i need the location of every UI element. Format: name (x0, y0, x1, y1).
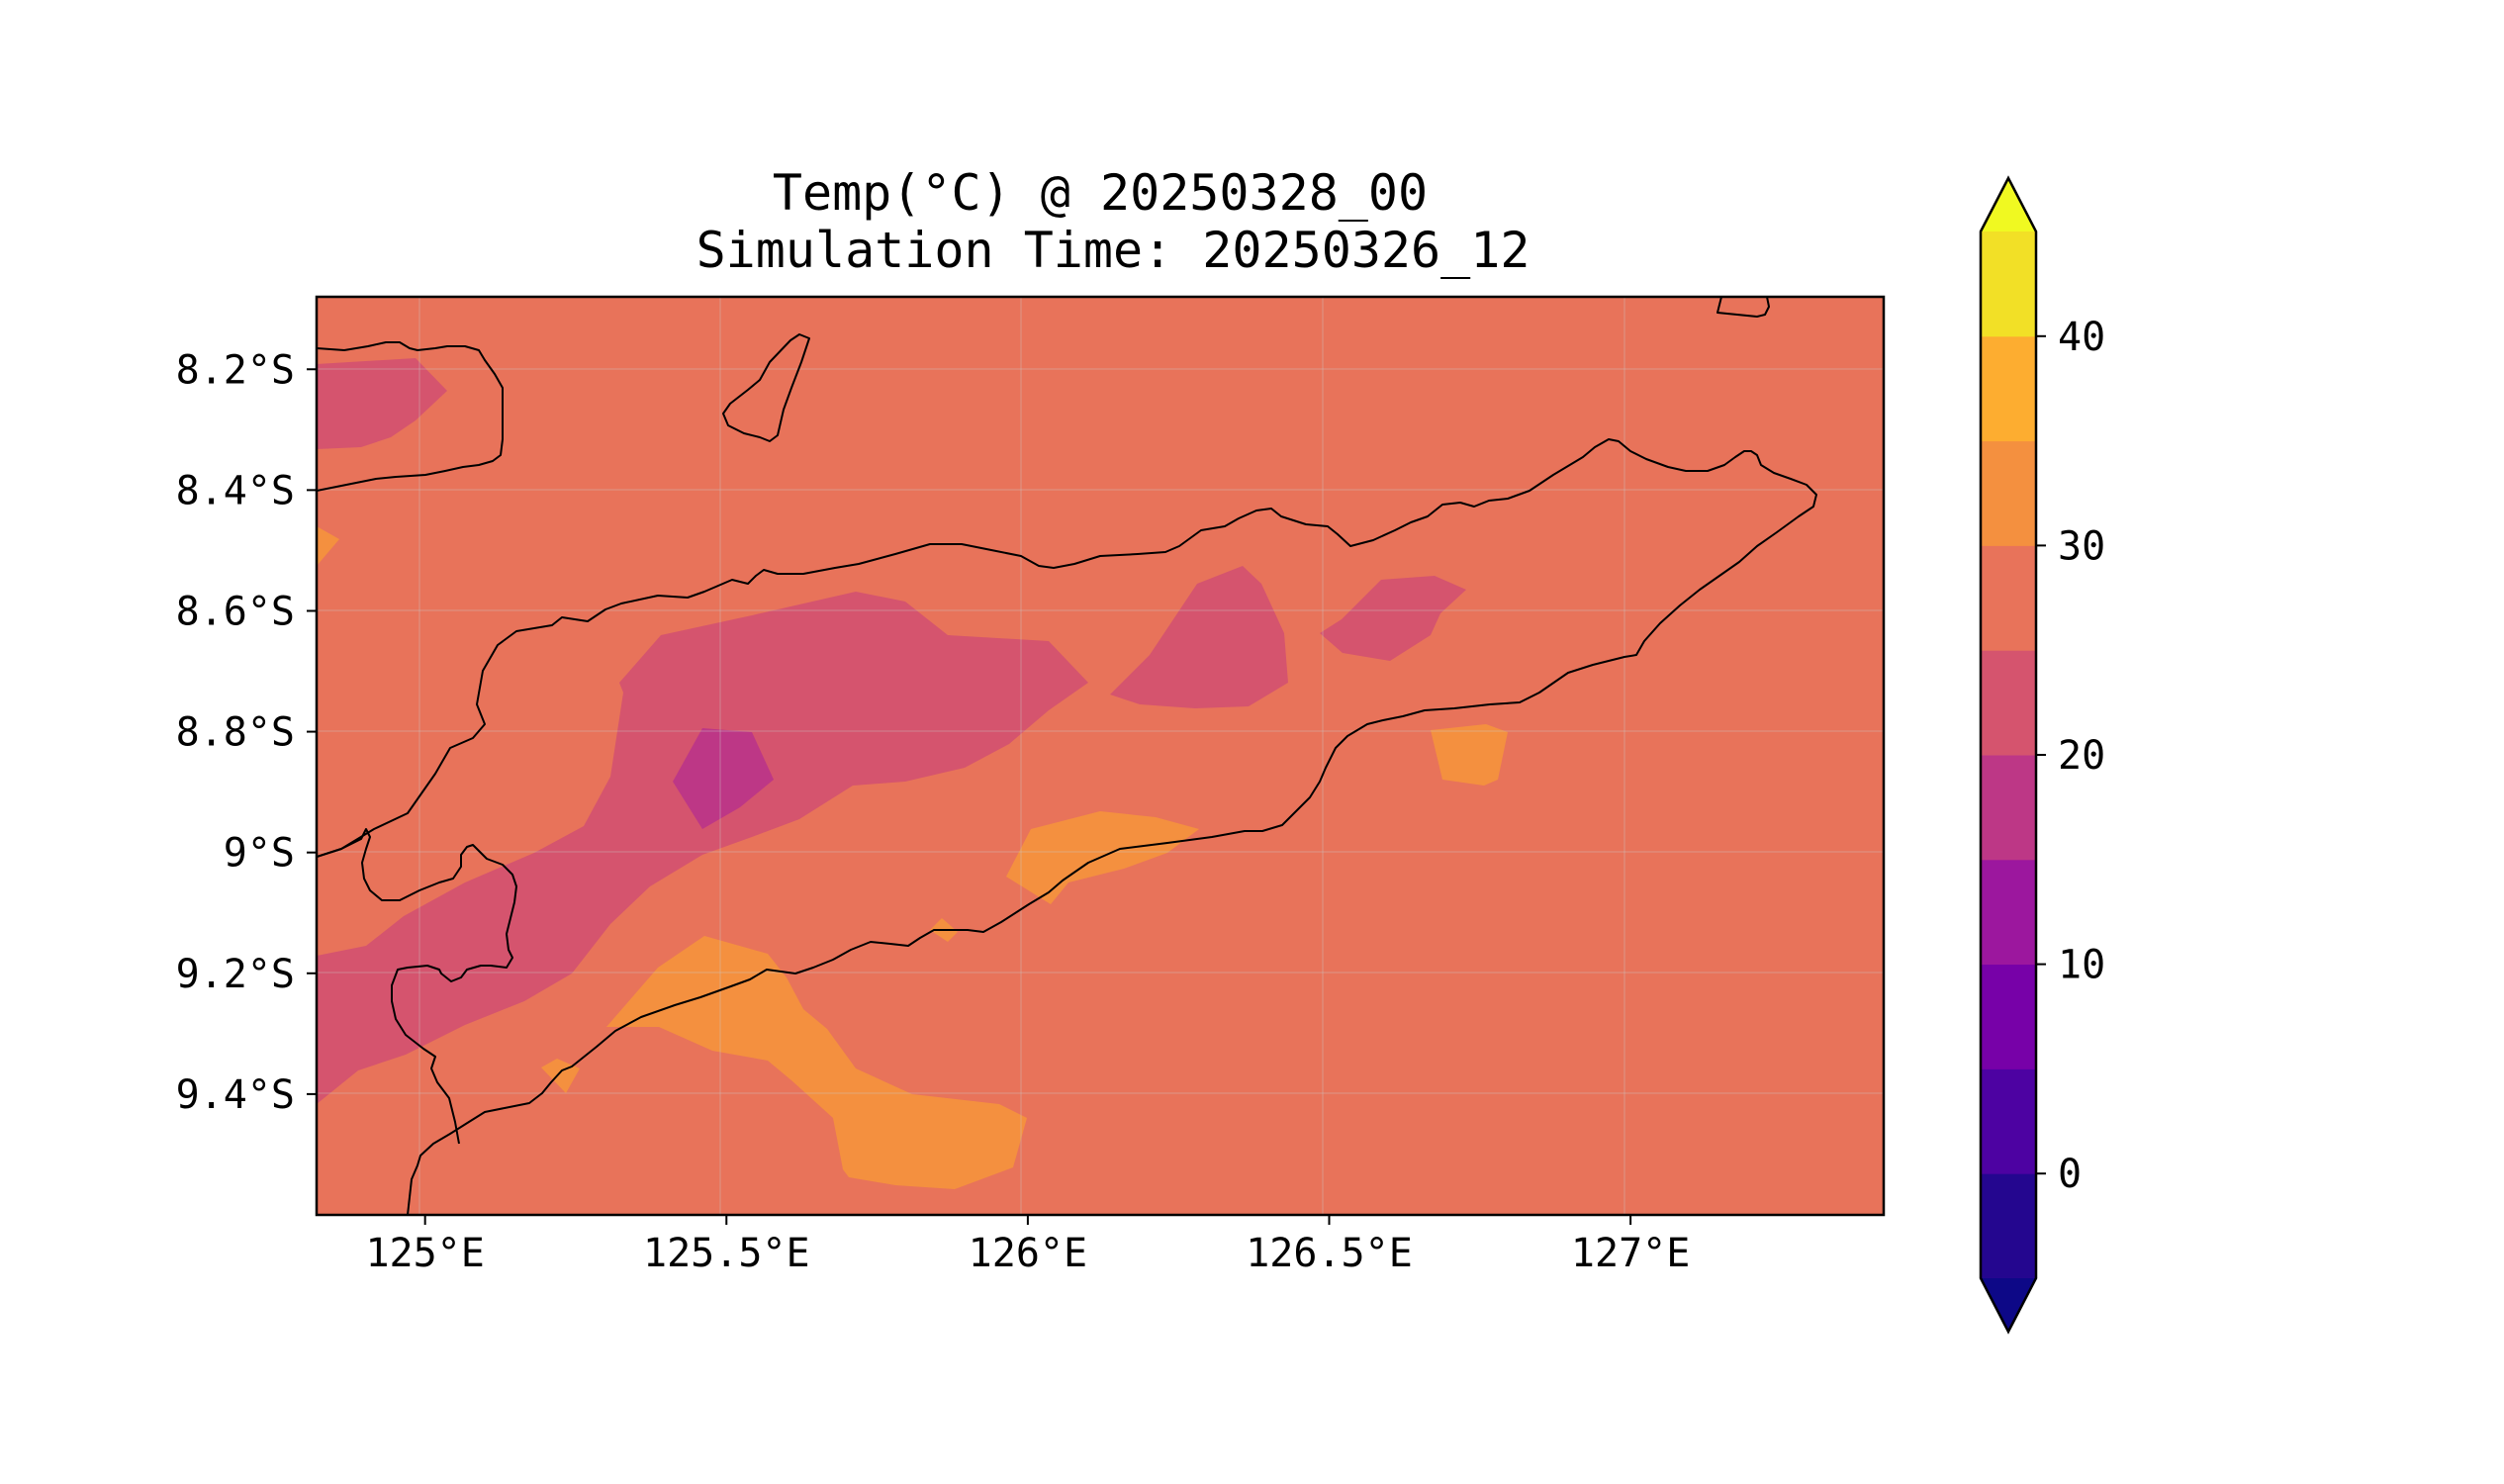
contour-fill-20-25-east-2 (1320, 576, 1466, 661)
colorbar: 0 10 20 30 40 (1979, 175, 2105, 1335)
y-tick-label: 8.2°S (176, 347, 295, 393)
title-line-1: Temp(°C) @ 20250328_00 (773, 164, 1428, 222)
gridlines (317, 297, 1884, 1215)
colorbar-tick-label: 20 (2058, 733, 2105, 779)
coastline-atauro (722, 333, 810, 442)
coastlines (317, 297, 1817, 1215)
x-tick-label: 126°E (969, 1231, 1087, 1276)
colorbar-segment (1981, 440, 2036, 546)
coastline-northeast-islet (1716, 297, 1770, 318)
x-tick-label: 125°E (365, 1231, 484, 1276)
colorbar-outline (1979, 175, 2038, 1335)
y-tick-label: 8.4°S (176, 468, 295, 513)
coastline-oecusse (317, 828, 517, 1145)
colorbar-extend-over (1981, 178, 2036, 232)
colorbar-segment (1981, 1068, 2036, 1174)
contour-fills (317, 358, 1508, 1189)
contour-fill-30-35-west-edge (317, 526, 339, 566)
map-panel: 125°E 125.5°E 126°E 126.5°E 127°E 8.2°S 8.4°S… (176, 295, 1886, 1276)
y-tick-label: 9°S (224, 831, 295, 877)
colorbar-extend-under (1981, 1278, 2036, 1332)
colorbar-segment (1981, 964, 2036, 1069)
colorbar-tick-label: 30 (2058, 523, 2105, 569)
x-tick-label: 125.5°E (643, 1231, 810, 1276)
colorbar-tick-label: 40 (2058, 315, 2105, 360)
contour-fill-20-25-east-1 (1110, 566, 1288, 708)
contour-fill-20-25-northwest (317, 358, 447, 449)
colorbar-segment (1981, 335, 2036, 442)
colorbar-segment (1981, 650, 2036, 756)
colorbar-tick-label: 0 (2058, 1152, 2082, 1197)
colorbar-segment (1981, 859, 2036, 966)
x-axis: 125°E 125.5°E 126°E 126.5°E 127°E (365, 1215, 1690, 1276)
y-axis: 8.2°S 8.4°S 8.6°S 8.8°S 9°S 9.2°S 9.4°S (176, 347, 317, 1118)
title-line-2: Simulation Time: 20250326_12 (696, 222, 1530, 279)
contour-fill-20-25-central-west (317, 592, 1088, 1104)
y-tick-label: 9.2°S (176, 952, 295, 997)
colorbar-segment (1981, 545, 2036, 651)
contour-fill-15-20-center (673, 728, 774, 829)
colorbar-tick-label: 10 (2058, 943, 2105, 988)
y-tick-label: 9.4°S (176, 1072, 295, 1118)
x-tick-label: 126.5°E (1246, 1231, 1413, 1276)
colorbar-segment (1981, 755, 2036, 861)
contour-fill-30-35-east (1431, 724, 1508, 786)
colorbar-segment (1981, 232, 2036, 337)
map-frame (315, 295, 1886, 1217)
y-tick-label: 8.8°S (176, 710, 295, 756)
contour-fill-30-35-southwest (606, 936, 1027, 1189)
y-tick-label: 8.6°S (176, 589, 295, 634)
coastline-timor (317, 438, 1817, 1215)
colorbar-segment (1981, 1173, 2036, 1279)
contour-fill-30-35-coast (1006, 811, 1199, 904)
coastline-alor (317, 341, 504, 492)
x-tick-label: 127°E (1571, 1231, 1690, 1276)
